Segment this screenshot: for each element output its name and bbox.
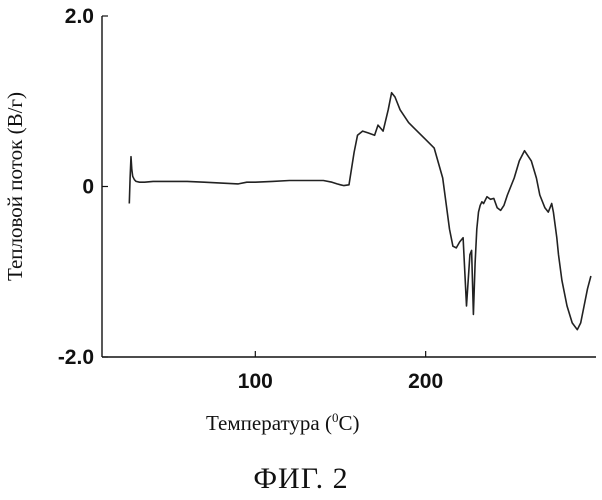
x-tick-label: 200 [408,370,443,393]
x-axis-label-tail: C) [338,411,359,435]
y-axis-label: Тепловой поток (В/г) [3,92,27,281]
x-axis-label-main: Температура ( [206,411,332,435]
tick-marks: 2.0 0 -2.0 100 200 [58,5,443,393]
axes [102,16,596,357]
series-group [129,93,591,330]
x-axis-label: Температура (0C) [206,410,359,436]
figure-caption: ФИГ. 2 [0,462,602,496]
x-tick-label: 100 [238,370,273,393]
y-tick-label: 0 [82,176,94,199]
y-tick-label: 2.0 [65,5,94,28]
heat-flow-series-line [129,93,591,330]
y-tick-label: -2.0 [58,346,94,369]
